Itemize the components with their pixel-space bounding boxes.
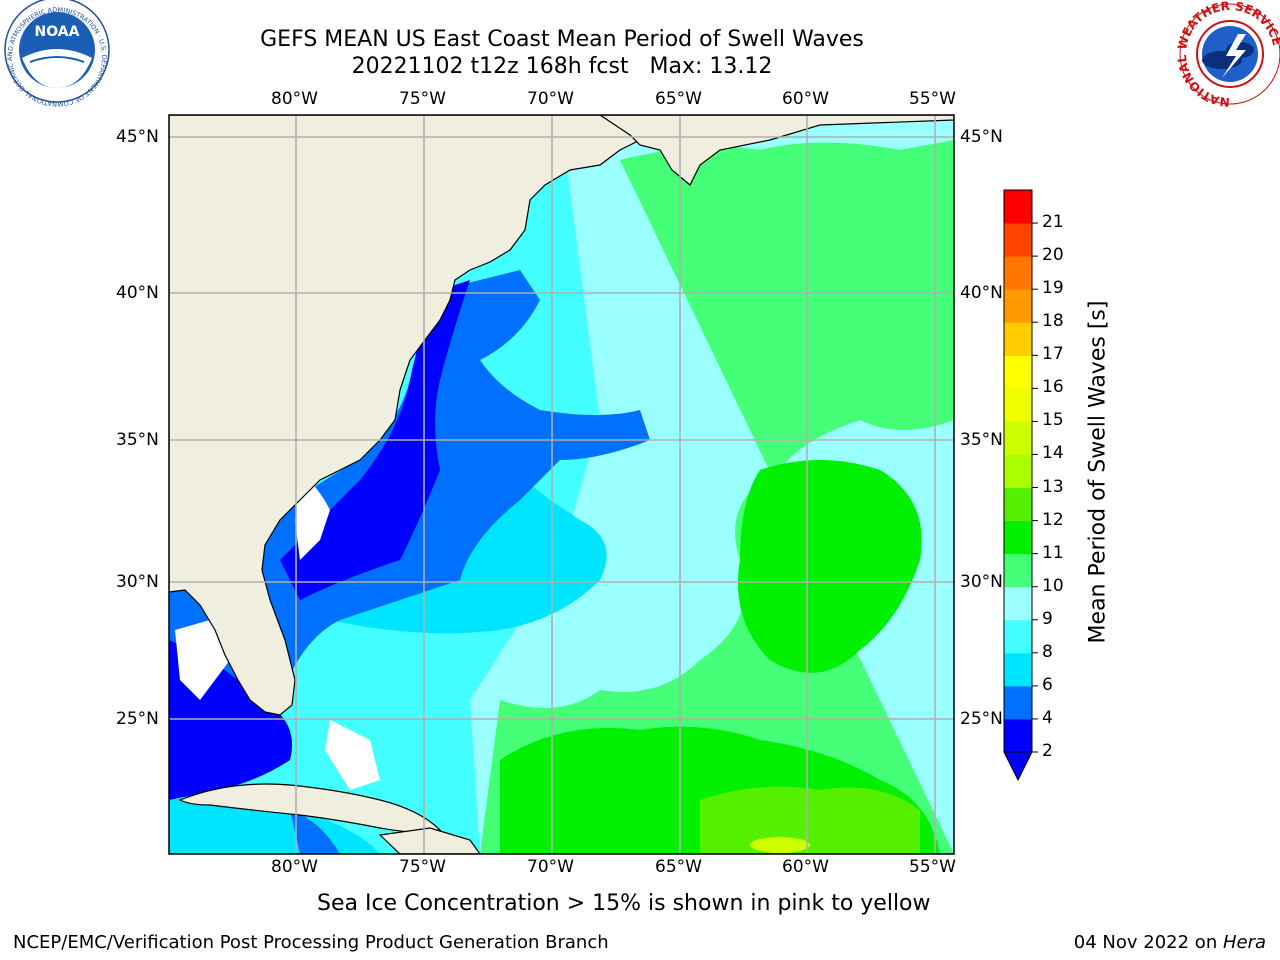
- colorbar-swatch: [1004, 421, 1032, 455]
- noaa-logo-text: NOAA: [35, 24, 80, 40]
- colorbar-swatch: [1004, 388, 1032, 422]
- lon-label-top-65w: 65°W: [655, 89, 702, 109]
- colorbar-tick-label: 17: [1042, 344, 1064, 365]
- lon-label-bottom-70w: 70°W: [527, 857, 574, 877]
- lon-label-top-75w: 75°W: [399, 89, 446, 109]
- title-line-2: 20221102 t12z 168h fcst Max: 13.12: [351, 54, 773, 79]
- colorbar: [1003, 189, 1038, 782]
- colorbar-tick-label: 15: [1042, 410, 1064, 431]
- colorbar-tick-label: 12: [1042, 509, 1064, 530]
- lat-label-left-40n: 40°N: [116, 283, 159, 303]
- lon-label-top-55w: 55°W: [909, 89, 956, 109]
- lon-label-bottom-65w: 65°W: [655, 857, 702, 877]
- lon-label-bottom-55w: 55°W: [909, 857, 956, 877]
- colorbar-extend-triangle: [1003, 751, 1033, 782]
- colorbar-tick-label: 6: [1042, 674, 1053, 695]
- footer-credit: NCEP/EMC/Verification Post Processing Pr…: [13, 932, 609, 953]
- colorbar-tick-label: 4: [1042, 707, 1053, 728]
- colorbar-tick-label: 20: [1042, 245, 1064, 266]
- lat-label-right-40n: 40°N: [960, 283, 1003, 303]
- graticule: [169, 115, 954, 854]
- colorbar-swatch: [1004, 718, 1032, 753]
- footer-machine: Hera: [1222, 932, 1266, 953]
- lat-label-left-45n: 45°N: [116, 127, 159, 147]
- hispaniola-land: [378, 827, 481, 854]
- colorbar-swatch: [1004, 685, 1032, 720]
- colorbar-swatch: [1004, 553, 1032, 588]
- swell-band-12: [700, 786, 920, 854]
- colorbar-tick-label: 18: [1042, 311, 1064, 332]
- footer-date-text: 04 Nov 2022 on: [1073, 932, 1223, 953]
- colorbar-swatch: [1004, 289, 1032, 323]
- colorbar-tick-label: 21: [1042, 212, 1064, 233]
- colorbar-tick-label: 9: [1042, 608, 1053, 629]
- swell-band-2-coast: [280, 280, 470, 600]
- lat-label-right-30n: 30°N: [960, 572, 1003, 592]
- colorbar-swatch: [1004, 256, 1032, 290]
- lat-label-right-25n: 25°N: [960, 709, 1003, 729]
- colorbar-swatch: [1004, 487, 1032, 522]
- colorbar-swatch: [1004, 355, 1032, 389]
- nova-scotia-land: [598, 115, 954, 186]
- lat-label-left-35n: 35°N: [116, 430, 159, 450]
- colorbar-tick-label: 13: [1042, 476, 1064, 497]
- noaa-logo: NOAA NATIONAL OCEANIC AND ATMOSPHERIC AD…: [0, 0, 110, 108]
- colorbar-frame: [1003, 189, 1033, 753]
- lon-label-bottom-60w: 60°W: [782, 857, 829, 877]
- map-area: [169, 115, 954, 854]
- figure-title: GEFS MEAN US East Coast Mean Period of S…: [162, 26, 962, 80]
- lon-label-top-80w: 80°W: [271, 89, 318, 109]
- swell-band-11-north: [738, 460, 922, 673]
- colorbar-swatch: [1004, 454, 1032, 489]
- colorbar-tick-label: 8: [1042, 641, 1053, 662]
- swell-band-10: [480, 140, 954, 854]
- colorbar-label: Mean Period of Swell Waves [s]: [1085, 300, 1111, 644]
- lon-label-top-60w: 60°W: [782, 89, 829, 109]
- colorbar-swatch: [1004, 619, 1032, 654]
- lat-label-left-30n: 30°N: [116, 572, 159, 592]
- nws-logo: NATIONAL WEATHER SERVICE: [1175, 0, 1280, 109]
- colorbar-swatch: [1004, 652, 1032, 687]
- colorbar-tick-label: 2: [1042, 741, 1053, 761]
- swell-band-13: [750, 837, 810, 853]
- colorbar-swatch: [1004, 586, 1032, 621]
- title-line-1: GEFS MEAN US East Coast Mean Period of S…: [260, 27, 864, 52]
- colorbar-tick-label: 16: [1042, 377, 1064, 398]
- colorbar-tick-label: 14: [1042, 443, 1064, 464]
- lat-label-right-35n: 35°N: [960, 430, 1003, 450]
- lat-label-right-45n: 45°N: [960, 127, 1003, 147]
- sea-ice-note: Sea Ice Concentration > 15% is shown in …: [317, 891, 931, 916]
- colorbar-tick-label: 11: [1042, 542, 1064, 563]
- colorbar-swatch: [1004, 190, 1032, 224]
- footer-date: 04 Nov 2022 on Hera: [1074, 932, 1266, 953]
- colorbar-tick-label: 19: [1042, 278, 1064, 299]
- caribbean-blue: [290, 810, 340, 854]
- map-frame: [168, 114, 955, 855]
- mask-bahamas: [325, 720, 380, 790]
- lon-label-bottom-75w: 75°W: [399, 857, 446, 877]
- colorbar-tick-label: 10: [1042, 575, 1064, 596]
- lon-label-bottom-80w: 80°W: [271, 857, 318, 877]
- colorbar-swatch: [1004, 223, 1032, 257]
- lon-label-top-70w: 70°W: [527, 89, 574, 109]
- colorbar-swatch: [1004, 520, 1032, 555]
- colorbar-swatch: [1004, 322, 1032, 356]
- lat-label-left-25n: 25°N: [116, 709, 159, 729]
- mask-gulf: [175, 620, 230, 700]
